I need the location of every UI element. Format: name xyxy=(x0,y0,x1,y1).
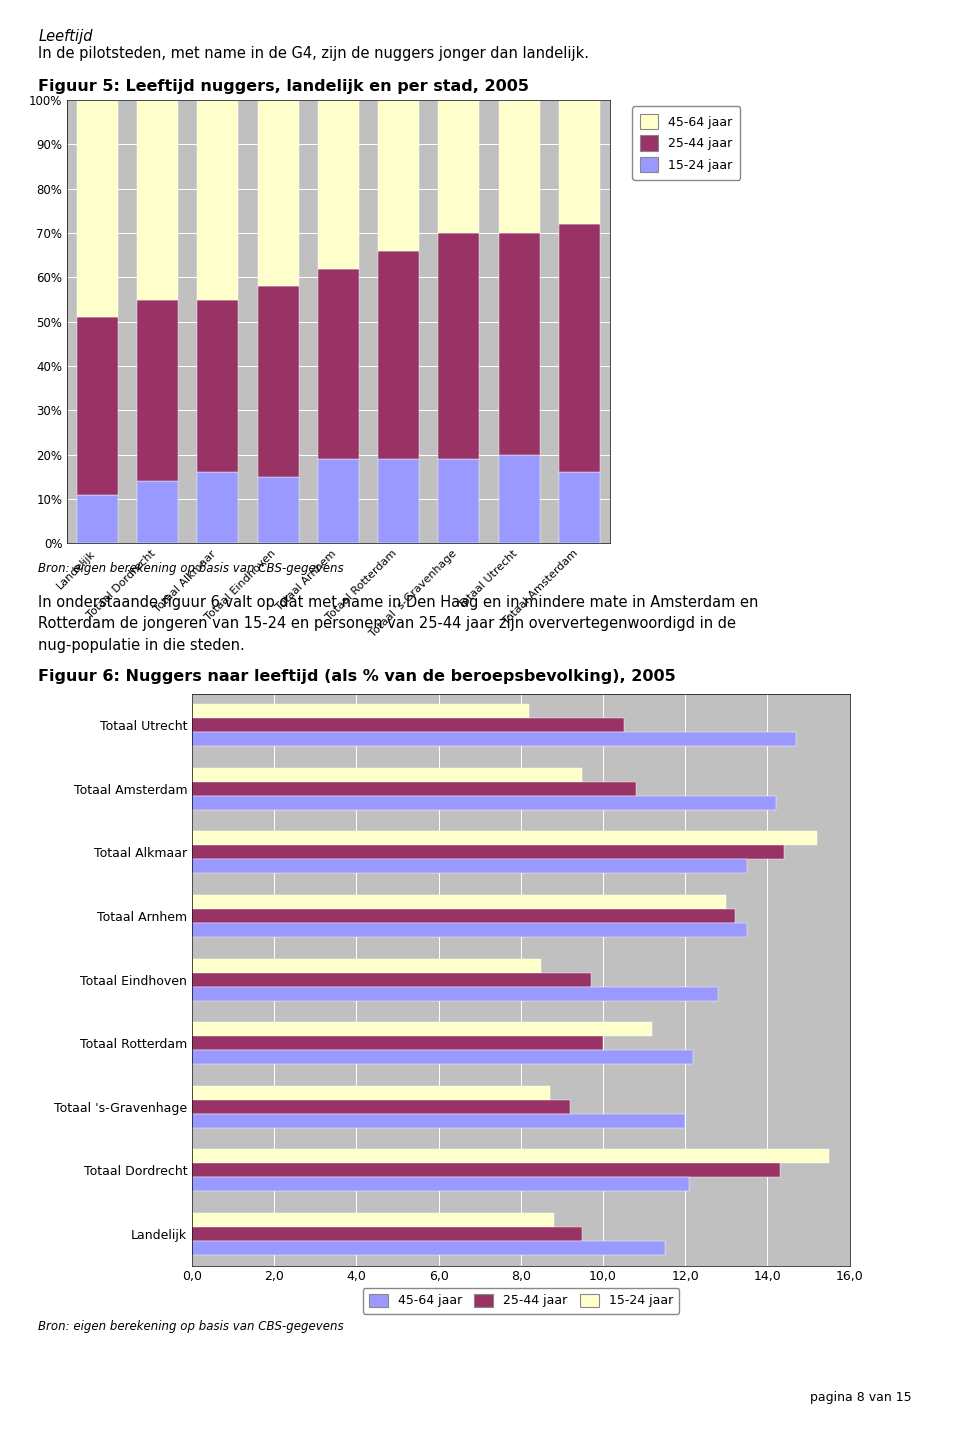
Text: In de pilotsteden, met name in de G4, zijn de nuggers jonger dan landelijk.: In de pilotsteden, met name in de G4, zi… xyxy=(38,46,589,60)
Bar xyxy=(318,459,359,543)
Bar xyxy=(198,100,238,300)
Text: Leeftijd: Leeftijd xyxy=(38,29,93,43)
Text: nug-populatie in die steden.: nug-populatie in die steden. xyxy=(38,638,245,652)
Text: Figuur 6: Nuggers naar leeftijd (als % van de beroepsbevolking), 2005: Figuur 6: Nuggers naar leeftijd (als % v… xyxy=(38,669,676,684)
Bar xyxy=(192,1100,570,1114)
Bar xyxy=(192,768,583,782)
Bar xyxy=(439,233,479,459)
Text: pagina 8 van 15: pagina 8 van 15 xyxy=(810,1391,912,1404)
Bar xyxy=(192,845,783,859)
Bar xyxy=(378,100,420,250)
Bar xyxy=(257,286,299,478)
Bar xyxy=(439,459,479,543)
Bar xyxy=(77,100,118,317)
Text: Bron: eigen berekening op basis van CBS-gegevens: Bron: eigen berekening op basis van CBS-… xyxy=(38,1320,344,1333)
Bar xyxy=(137,300,179,482)
Bar xyxy=(192,895,727,909)
Bar xyxy=(192,1227,583,1241)
Text: In onderstaande figuur 6 valt op dat met name in Den Haag en in mindere mate in : In onderstaande figuur 6 valt op dat met… xyxy=(38,595,758,609)
Bar xyxy=(192,1037,603,1050)
Bar xyxy=(378,250,420,459)
Bar xyxy=(192,718,624,732)
Bar xyxy=(192,859,747,874)
Bar xyxy=(439,100,479,233)
Bar xyxy=(198,472,238,543)
Text: Bron: eigen berekening op basis van CBS-gegevens: Bron: eigen berekening op basis van CBS-… xyxy=(38,562,344,575)
Bar xyxy=(192,1150,829,1163)
Text: Figuur 5: Leeftijd nuggers, landelijk en per stad, 2005: Figuur 5: Leeftijd nuggers, landelijk en… xyxy=(38,79,529,93)
Bar xyxy=(192,782,636,797)
Bar xyxy=(192,1114,685,1128)
Bar xyxy=(77,317,118,495)
Bar xyxy=(559,100,600,225)
Bar xyxy=(137,482,179,543)
Bar xyxy=(192,1177,689,1191)
Bar xyxy=(498,100,540,233)
Bar xyxy=(198,300,238,472)
Bar xyxy=(192,922,747,937)
Bar xyxy=(559,225,600,472)
Legend: 45-64 jaar, 25-44 jaar, 15-24 jaar: 45-64 jaar, 25-44 jaar, 15-24 jaar xyxy=(363,1287,679,1314)
Bar xyxy=(137,100,179,300)
Bar xyxy=(192,1022,652,1037)
Bar xyxy=(378,459,420,543)
Bar xyxy=(192,1050,693,1064)
Text: Rotterdam de jongeren van 15-24 en personen van 25-44 jaar zijn oververtegenwoor: Rotterdam de jongeren van 15-24 en perso… xyxy=(38,616,736,631)
Bar xyxy=(498,233,540,455)
Bar xyxy=(192,797,776,809)
Bar xyxy=(192,1163,780,1177)
Bar xyxy=(77,495,118,543)
Bar xyxy=(192,705,529,718)
Bar xyxy=(192,732,796,746)
Legend: 45-64 jaar, 25-44 jaar, 15-24 jaar: 45-64 jaar, 25-44 jaar, 15-24 jaar xyxy=(632,106,740,180)
Bar xyxy=(192,909,734,922)
Bar xyxy=(257,478,299,543)
Bar xyxy=(192,958,541,972)
Bar xyxy=(318,100,359,269)
Bar xyxy=(559,472,600,543)
Bar xyxy=(318,269,359,459)
Bar xyxy=(192,1213,554,1227)
Bar xyxy=(498,455,540,543)
Bar xyxy=(192,1241,664,1254)
Bar xyxy=(192,987,718,1001)
Bar xyxy=(192,1085,549,1100)
Bar xyxy=(257,100,299,286)
Bar xyxy=(192,972,590,987)
Bar xyxy=(192,831,817,845)
